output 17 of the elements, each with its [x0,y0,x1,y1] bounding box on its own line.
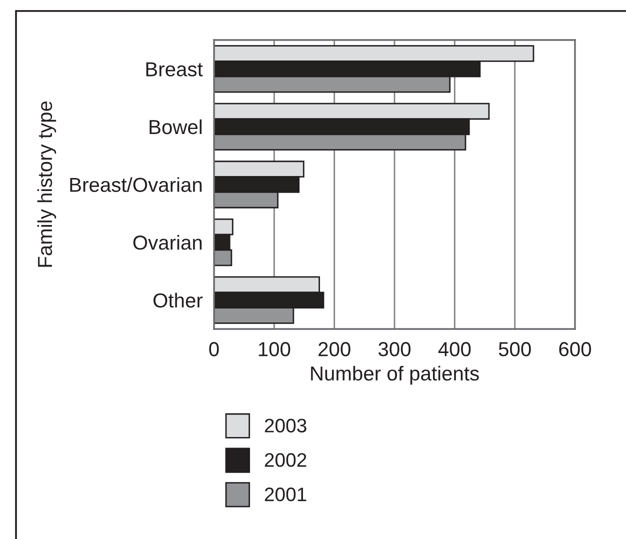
x-tick-label: 500 [498,342,531,356]
x-tick-label: 100 [258,342,290,356]
x-tick-label: 200 [318,342,350,356]
x-axis-title: Number of patients [311,366,479,385]
y-tick-label: Other [153,292,203,308]
y-tick-label: Ovarian [133,235,202,250]
y-axis-title: Family history type [37,101,56,267]
legend-label: 2003 [264,418,306,432]
y-tick-label: Breast [146,62,203,76]
x-tick-label: 300 [378,342,411,356]
y-tick-label: Breast/Ovarian [70,177,202,192]
legend-label: 2001 [264,488,306,502]
x-tick-label: 600 [559,342,592,356]
legend-label: 2002 [264,453,306,467]
x-tick-label: 400 [438,342,471,356]
x-tick-label: 0 [209,342,219,356]
y-tick-label: Bowel [150,119,202,134]
